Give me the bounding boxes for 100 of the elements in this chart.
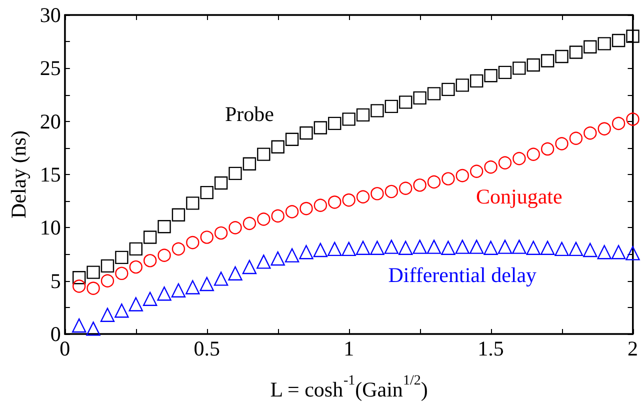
point bbox=[285, 132, 299, 146]
point bbox=[569, 46, 583, 59]
point bbox=[256, 254, 271, 269]
point bbox=[498, 66, 512, 80]
point bbox=[242, 216, 256, 230]
point bbox=[512, 240, 526, 254]
point bbox=[242, 157, 256, 170]
point bbox=[626, 30, 640, 43]
point bbox=[186, 236, 200, 250]
y-tick-label: 30 bbox=[40, 3, 61, 27]
point bbox=[484, 240, 498, 255]
y-tick-label: 20 bbox=[40, 109, 61, 134]
point bbox=[129, 242, 142, 256]
point bbox=[228, 221, 242, 234]
point bbox=[342, 242, 356, 256]
point bbox=[469, 240, 484, 254]
point bbox=[526, 58, 540, 72]
point bbox=[456, 78, 469, 92]
y-tick-label: 15 bbox=[40, 162, 61, 186]
point bbox=[611, 245, 626, 260]
point bbox=[129, 260, 142, 274]
point bbox=[540, 54, 554, 68]
point bbox=[171, 283, 186, 298]
point bbox=[412, 240, 427, 254]
point bbox=[569, 132, 583, 145]
point bbox=[100, 308, 115, 322]
point bbox=[172, 208, 186, 222]
point bbox=[555, 137, 568, 150]
point bbox=[186, 196, 200, 210]
y-tick-label: 25 bbox=[40, 56, 61, 80]
point bbox=[540, 142, 554, 156]
point bbox=[72, 280, 86, 293]
point bbox=[441, 240, 456, 255]
point bbox=[300, 126, 313, 140]
point bbox=[214, 176, 228, 190]
point bbox=[568, 242, 584, 256]
point bbox=[328, 116, 342, 130]
point bbox=[426, 240, 442, 254]
point bbox=[498, 156, 512, 170]
point bbox=[228, 166, 242, 180]
point bbox=[484, 69, 498, 82]
point bbox=[584, 40, 597, 54]
point bbox=[72, 271, 86, 284]
point bbox=[384, 100, 398, 114]
point bbox=[214, 226, 228, 240]
point bbox=[399, 96, 412, 109]
point bbox=[512, 152, 526, 166]
point bbox=[370, 187, 384, 200]
point bbox=[100, 259, 114, 273]
point bbox=[384, 184, 398, 198]
point bbox=[427, 175, 441, 189]
point bbox=[172, 242, 186, 256]
point bbox=[128, 297, 143, 312]
point bbox=[626, 112, 640, 126]
x-tick-label: 0.5 bbox=[194, 336, 220, 360]
y-axis-title: Delay (ns) bbox=[6, 130, 30, 219]
point bbox=[313, 242, 328, 258]
point bbox=[583, 242, 598, 258]
point bbox=[284, 248, 300, 262]
point bbox=[427, 87, 441, 100]
point bbox=[342, 112, 356, 126]
point bbox=[398, 240, 413, 255]
point bbox=[115, 266, 128, 280]
point bbox=[285, 205, 299, 218]
point bbox=[484, 160, 498, 174]
point bbox=[498, 240, 512, 254]
point bbox=[598, 122, 611, 136]
x-tick-label: 1 bbox=[344, 336, 354, 360]
point bbox=[271, 209, 284, 223]
point bbox=[257, 148, 270, 161]
point bbox=[100, 274, 114, 288]
point bbox=[442, 172, 455, 186]
point bbox=[328, 242, 342, 256]
point bbox=[399, 182, 412, 195]
point bbox=[86, 282, 100, 295]
x-tick-label: 1.5 bbox=[478, 336, 504, 360]
point bbox=[512, 62, 526, 75]
point bbox=[142, 292, 158, 306]
y-tick-label: 5 bbox=[50, 268, 61, 293]
point bbox=[598, 37, 611, 50]
point bbox=[228, 266, 242, 280]
point bbox=[612, 116, 626, 130]
point bbox=[555, 50, 568, 64]
point bbox=[413, 178, 426, 192]
point bbox=[370, 240, 384, 255]
point bbox=[442, 82, 455, 96]
point bbox=[257, 212, 270, 226]
point bbox=[370, 104, 384, 118]
point bbox=[597, 245, 612, 260]
point bbox=[214, 272, 228, 286]
point bbox=[300, 202, 313, 216]
series-label: Probe bbox=[224, 102, 274, 126]
point bbox=[456, 168, 469, 182]
point bbox=[299, 245, 314, 260]
point bbox=[384, 240, 399, 254]
point bbox=[612, 34, 626, 48]
x-tick-label: 2 bbox=[628, 336, 638, 360]
point bbox=[314, 198, 328, 212]
point bbox=[540, 240, 555, 255]
point bbox=[158, 220, 171, 234]
